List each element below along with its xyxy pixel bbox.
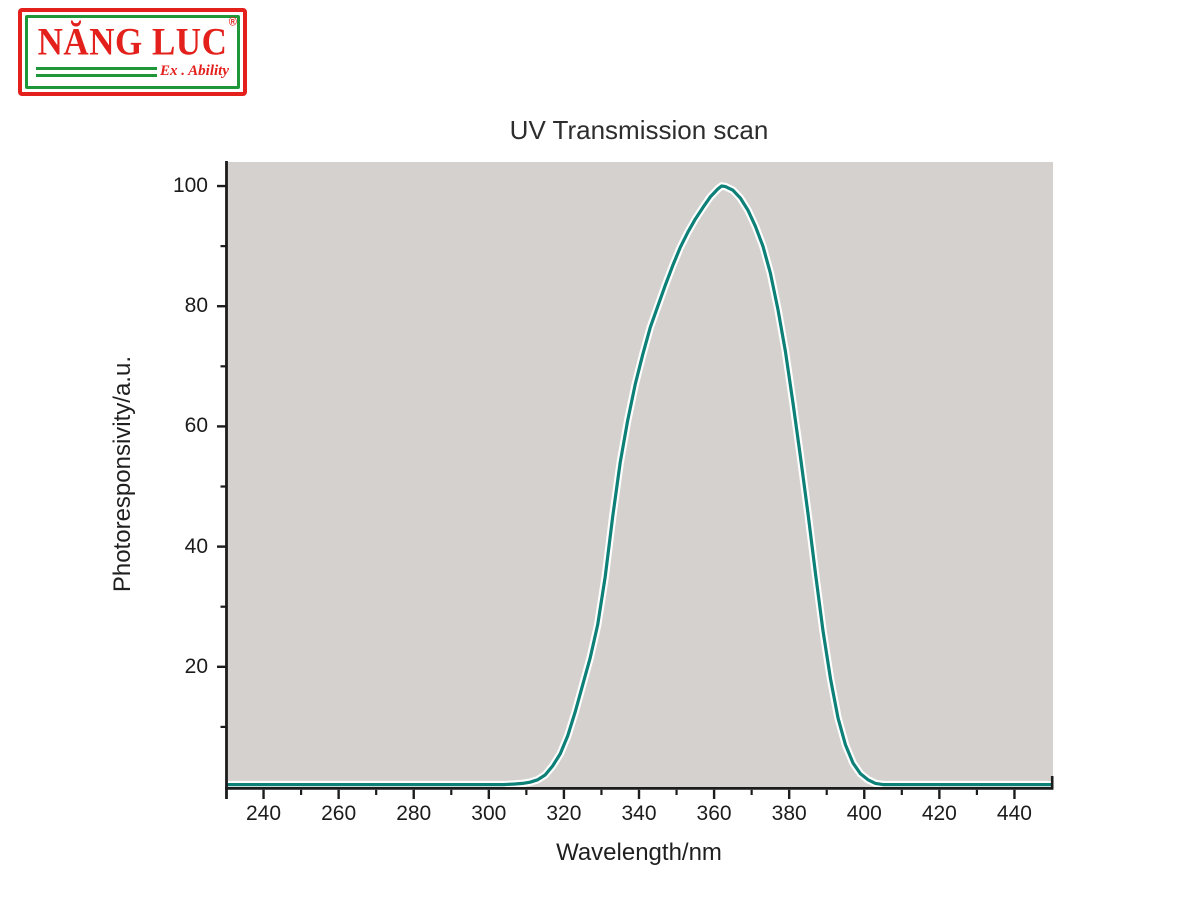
plot-area xyxy=(226,162,1053,787)
x-tick-label: 380 xyxy=(771,802,807,825)
double-line-decoration xyxy=(36,66,157,77)
brand-logo-frame: NĂNG LUC ® Ex . Ability xyxy=(25,15,240,89)
x-tick-label: 260 xyxy=(321,802,357,825)
y-tick-label: 60 xyxy=(184,414,208,438)
brand-tagline-row: Ex . Ability xyxy=(36,63,229,80)
x-tick-label: 320 xyxy=(546,802,582,825)
x-tick-label: 240 xyxy=(246,802,282,825)
x-tick-label: 400 xyxy=(846,802,882,825)
x-tick-label: 340 xyxy=(621,802,657,825)
x-axis-label: Wavelength/nm xyxy=(556,839,722,866)
x-tick-label: 300 xyxy=(471,802,507,825)
y-tick-label: 80 xyxy=(184,294,208,318)
y-tick-label: 40 xyxy=(184,534,208,558)
x-tick-label: 420 xyxy=(921,802,957,825)
y-tick-label: 100 xyxy=(172,174,208,198)
brand-logo: NĂNG LUC ® Ex . Ability xyxy=(18,8,247,96)
registered-trademark-icon: ® xyxy=(228,15,238,29)
chart-title: UV Transmission scan xyxy=(509,115,769,145)
y-tick-label: 20 xyxy=(184,654,208,678)
brand-name: NĂNG LUC ® xyxy=(37,16,237,64)
brand-text: NĂNG LUC xyxy=(37,19,228,64)
x-tick-label: 280 xyxy=(396,802,432,825)
uv-curve xyxy=(226,184,1052,787)
brand-tagline: Ex . Ability xyxy=(159,63,229,79)
x-tick-label: 440 xyxy=(996,802,1032,825)
x-tick-label: 360 xyxy=(696,802,732,825)
